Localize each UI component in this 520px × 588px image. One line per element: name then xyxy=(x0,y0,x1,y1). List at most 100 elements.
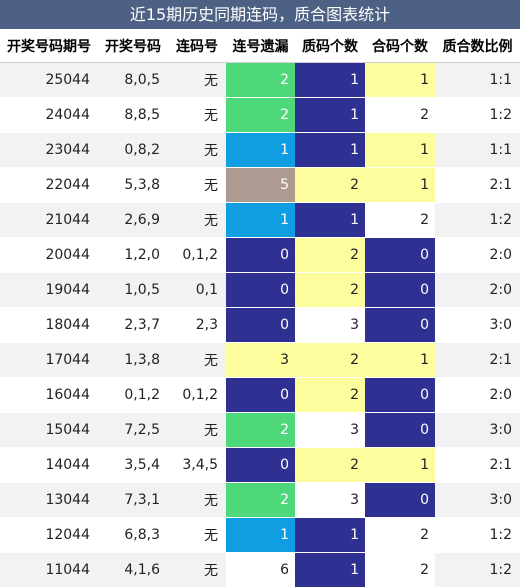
prime-count-cell: 1 xyxy=(295,202,365,238)
composite-count-cell: 1 xyxy=(365,62,435,98)
ratio-cell: 1:2 xyxy=(435,202,520,238)
composite-count-cell: 1 xyxy=(365,167,435,203)
issue-cell: 25044 xyxy=(0,62,98,98)
composite-count-cell: 1 xyxy=(365,447,435,483)
composite-count-cell: 2 xyxy=(365,552,435,588)
miss-cell: 6 xyxy=(226,552,295,588)
ratio-cell: 3:0 xyxy=(435,412,520,448)
miss-cell: 0 xyxy=(226,237,295,273)
col-header-issue: 开奖号码期号 xyxy=(0,29,98,63)
prime-count-cell: 2 xyxy=(295,342,365,378)
issue-cell: 21044 xyxy=(0,202,98,238)
issue-cell: 16044 xyxy=(0,377,98,413)
miss-cell: 2 xyxy=(226,97,295,133)
ratio-cell: 2:0 xyxy=(435,377,520,413)
consec-cell: 无 xyxy=(168,167,226,203)
miss-cell: 5 xyxy=(226,167,295,203)
numbers-cell: 2,3,7 xyxy=(98,307,168,343)
table-row: 24044 8,8,5 无 2 1 2 1:2 xyxy=(0,97,520,133)
prime-count-cell: 1 xyxy=(295,97,365,133)
miss-cell: 0 xyxy=(226,377,295,413)
prime-count-cell: 1 xyxy=(295,62,365,98)
prime-count-cell: 2 xyxy=(295,272,365,308)
ratio-cell: 2:1 xyxy=(435,342,520,378)
miss-cell: 3 xyxy=(226,342,295,378)
numbers-cell: 0,8,2 xyxy=(98,132,168,168)
composite-count-cell: 1 xyxy=(365,132,435,168)
ratio-cell: 2:1 xyxy=(435,447,520,483)
numbers-cell: 7,3,1 xyxy=(98,482,168,518)
col-header-consec: 连码号 xyxy=(168,29,226,63)
miss-cell: 2 xyxy=(226,62,295,98)
composite-count-cell: 2 xyxy=(365,97,435,133)
ratio-cell: 2:0 xyxy=(435,237,520,273)
col-header-miss: 连号遗漏 xyxy=(226,29,295,63)
numbers-cell: 8,0,5 xyxy=(98,62,168,98)
composite-count-cell: 1 xyxy=(365,342,435,378)
table-row: 19044 1,0,5 0,1 0 2 0 2:0 xyxy=(0,272,520,308)
table-body: 25044 8,0,5 无 2 1 1 1:1 24044 8,8,5 无 2 1 2 1:2 23044 0… xyxy=(0,62,520,588)
composite-count-cell: 0 xyxy=(365,307,435,343)
issue-cell: 11044 xyxy=(0,552,98,588)
prime-count-cell: 3 xyxy=(295,482,365,518)
numbers-cell: 1,0,5 xyxy=(98,272,168,308)
table-row: 13044 7,3,1 无 2 3 0 3:0 xyxy=(0,482,520,518)
table-row: 21044 2,6,9 无 1 1 2 1:2 xyxy=(0,202,520,238)
ratio-cell: 1:2 xyxy=(435,97,520,133)
miss-cell: 1 xyxy=(226,517,295,553)
ratio-cell: 1:2 xyxy=(435,552,520,588)
numbers-cell: 5,3,8 xyxy=(98,167,168,203)
table-title: 近15期历史同期连码，质合图表统计 xyxy=(0,0,520,29)
issue-cell: 12044 xyxy=(0,517,98,553)
numbers-cell: 0,1,2 xyxy=(98,377,168,413)
consec-cell: 无 xyxy=(168,412,226,448)
table-row: 23044 0,8,2 无 1 1 1 1:1 xyxy=(0,132,520,168)
numbers-cell: 6,8,3 xyxy=(98,517,168,553)
prime-count-cell: 1 xyxy=(295,517,365,553)
consec-cell: 0,1,2 xyxy=(168,237,226,273)
issue-cell: 13044 xyxy=(0,482,98,518)
consec-cell: 2,3 xyxy=(168,307,226,343)
table-row: 25044 8,0,5 无 2 1 1 1:1 xyxy=(0,62,520,98)
miss-cell: 1 xyxy=(226,202,295,238)
prime-count-cell: 2 xyxy=(295,377,365,413)
consec-cell: 无 xyxy=(168,132,226,168)
consec-cell: 无 xyxy=(168,62,226,98)
composite-count-cell: 0 xyxy=(365,272,435,308)
consec-cell: 0,1 xyxy=(168,272,226,308)
table-row: 20044 1,2,0 0,1,2 0 2 0 2:0 xyxy=(0,237,520,273)
table-row: 17044 1,3,8 无 3 2 1 2:1 xyxy=(0,342,520,378)
issue-cell: 24044 xyxy=(0,97,98,133)
prime-count-cell: 3 xyxy=(295,307,365,343)
col-header-numbers: 开奖号码 xyxy=(98,29,168,63)
stats-table: 开奖号码期号 开奖号码 连码号 连号遗漏 质码个数 合码个数 质合数比例 250… xyxy=(0,29,520,588)
col-header-composite: 合码个数 xyxy=(365,29,435,63)
numbers-cell: 3,5,4 xyxy=(98,447,168,483)
ratio-cell: 3:0 xyxy=(435,307,520,343)
ratio-cell: 2:1 xyxy=(435,167,520,203)
prime-count-cell: 2 xyxy=(295,447,365,483)
issue-cell: 15044 xyxy=(0,412,98,448)
consec-cell: 无 xyxy=(168,342,226,378)
table-row: 14044 3,5,4 3,4,5 0 2 1 2:1 xyxy=(0,447,520,483)
prime-count-cell: 2 xyxy=(295,167,365,203)
table-row: 16044 0,1,2 0,1,2 0 2 0 2:0 xyxy=(0,377,520,413)
ratio-cell: 1:2 xyxy=(435,517,520,553)
composite-count-cell: 2 xyxy=(365,202,435,238)
composite-count-cell: 0 xyxy=(365,237,435,273)
consec-cell: 无 xyxy=(168,97,226,133)
composite-count-cell: 2 xyxy=(365,517,435,553)
consec-cell: 无 xyxy=(168,552,226,588)
consec-cell: 无 xyxy=(168,517,226,553)
composite-count-cell: 0 xyxy=(365,482,435,518)
consec-cell: 0,1,2 xyxy=(168,377,226,413)
numbers-cell: 7,2,5 xyxy=(98,412,168,448)
table-row: 22044 5,3,8 无 5 2 1 2:1 xyxy=(0,167,520,203)
table-row: 12044 6,8,3 无 1 1 2 1:2 xyxy=(0,517,520,553)
numbers-cell: 1,2,0 xyxy=(98,237,168,273)
table-row: 15044 7,2,5 无 2 3 0 3:0 xyxy=(0,412,520,448)
miss-cell: 2 xyxy=(226,412,295,448)
consec-cell: 无 xyxy=(168,202,226,238)
ratio-cell: 3:0 xyxy=(435,482,520,518)
